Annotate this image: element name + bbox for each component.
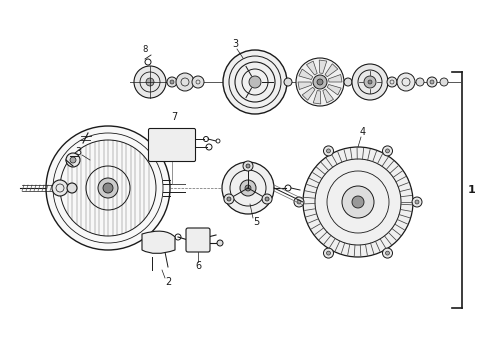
Polygon shape — [313, 91, 321, 104]
Circle shape — [224, 194, 234, 204]
Circle shape — [440, 78, 448, 86]
Circle shape — [265, 197, 269, 201]
Circle shape — [352, 196, 364, 208]
Circle shape — [387, 77, 397, 87]
Polygon shape — [327, 85, 341, 95]
PathPatch shape — [142, 231, 175, 253]
Circle shape — [223, 50, 287, 114]
FancyBboxPatch shape — [148, 129, 196, 162]
Polygon shape — [328, 75, 342, 82]
Polygon shape — [306, 61, 317, 75]
Text: 3: 3 — [75, 147, 81, 157]
Circle shape — [243, 161, 253, 171]
Circle shape — [397, 73, 415, 91]
Text: 2: 2 — [165, 277, 171, 287]
Polygon shape — [325, 64, 338, 77]
Circle shape — [245, 185, 251, 191]
Circle shape — [70, 157, 76, 163]
Circle shape — [170, 80, 174, 84]
Circle shape — [146, 78, 154, 86]
Circle shape — [427, 77, 437, 87]
Circle shape — [249, 76, 261, 88]
Circle shape — [415, 200, 419, 204]
Circle shape — [342, 186, 374, 218]
Circle shape — [66, 153, 80, 167]
Circle shape — [52, 180, 68, 196]
Polygon shape — [302, 87, 315, 100]
Polygon shape — [323, 89, 334, 103]
Text: 6: 6 — [195, 261, 201, 271]
Circle shape — [368, 80, 372, 84]
Text: 4: 4 — [360, 127, 366, 137]
Circle shape — [294, 197, 304, 207]
Circle shape — [217, 240, 223, 246]
Circle shape — [323, 248, 334, 258]
Circle shape — [386, 251, 390, 255]
Circle shape — [167, 77, 177, 87]
Text: 3: 3 — [232, 39, 238, 49]
Circle shape — [240, 180, 256, 196]
Circle shape — [98, 178, 118, 198]
Circle shape — [416, 78, 424, 86]
Circle shape — [352, 64, 388, 100]
Circle shape — [46, 126, 170, 250]
Polygon shape — [319, 60, 327, 73]
Circle shape — [297, 200, 301, 204]
Text: 1: 1 — [468, 185, 476, 195]
Polygon shape — [299, 69, 313, 80]
Polygon shape — [298, 82, 312, 90]
Circle shape — [364, 76, 376, 88]
Text: 7: 7 — [171, 112, 177, 122]
Circle shape — [284, 78, 292, 86]
Circle shape — [344, 78, 352, 86]
Circle shape — [262, 194, 272, 204]
Circle shape — [227, 197, 231, 201]
Circle shape — [168, 133, 176, 141]
FancyBboxPatch shape — [186, 228, 210, 252]
Circle shape — [313, 75, 327, 89]
Circle shape — [176, 73, 194, 91]
Circle shape — [412, 197, 422, 207]
Circle shape — [430, 80, 434, 84]
Circle shape — [134, 66, 166, 98]
Circle shape — [326, 251, 330, 255]
Circle shape — [317, 79, 323, 85]
Circle shape — [323, 146, 334, 156]
Circle shape — [386, 149, 390, 153]
Circle shape — [103, 183, 113, 193]
Circle shape — [222, 162, 274, 214]
Circle shape — [192, 76, 204, 88]
Text: 8: 8 — [142, 45, 147, 54]
Circle shape — [383, 146, 392, 156]
Circle shape — [194, 236, 202, 244]
Text: 5: 5 — [253, 217, 259, 227]
Circle shape — [67, 183, 77, 193]
Circle shape — [383, 248, 392, 258]
Circle shape — [246, 164, 250, 168]
Circle shape — [303, 147, 413, 257]
Circle shape — [326, 149, 330, 153]
Circle shape — [296, 58, 344, 106]
